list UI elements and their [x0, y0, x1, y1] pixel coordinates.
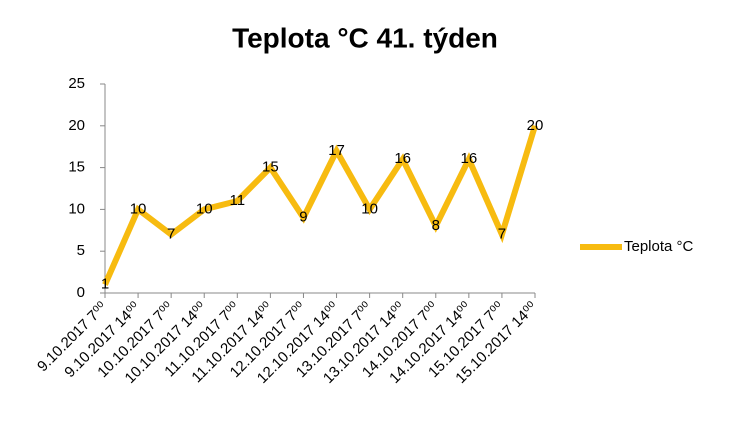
data-label: 10 [130, 200, 147, 217]
data-label: 9 [299, 209, 307, 226]
chart-title: Teplota °C 41. týden [232, 22, 498, 53]
legend-label: Teplota °C [624, 238, 694, 255]
data-label: 16 [394, 150, 411, 167]
data-label: 20 [527, 117, 544, 134]
data-label: 8 [432, 217, 440, 234]
data-label: 7 [167, 225, 175, 242]
y-tick-label: 5 [77, 242, 85, 259]
data-label: 11 [230, 192, 246, 209]
series-line [102, 124, 538, 286]
data-label: 16 [461, 150, 478, 167]
data-label: 17 [328, 142, 345, 159]
y-tick-label: 25 [68, 75, 85, 92]
y-tick-label: 0 [77, 284, 85, 301]
y-tick-label: 10 [68, 200, 85, 217]
y-tick-label: 15 [68, 159, 85, 176]
y-tick-label: 20 [68, 117, 85, 134]
data-label: 7 [498, 225, 506, 242]
data-label: 10 [196, 200, 213, 217]
data-label: 1 [101, 276, 109, 293]
data-label: 10 [361, 200, 378, 217]
data-label: 15 [262, 159, 279, 176]
